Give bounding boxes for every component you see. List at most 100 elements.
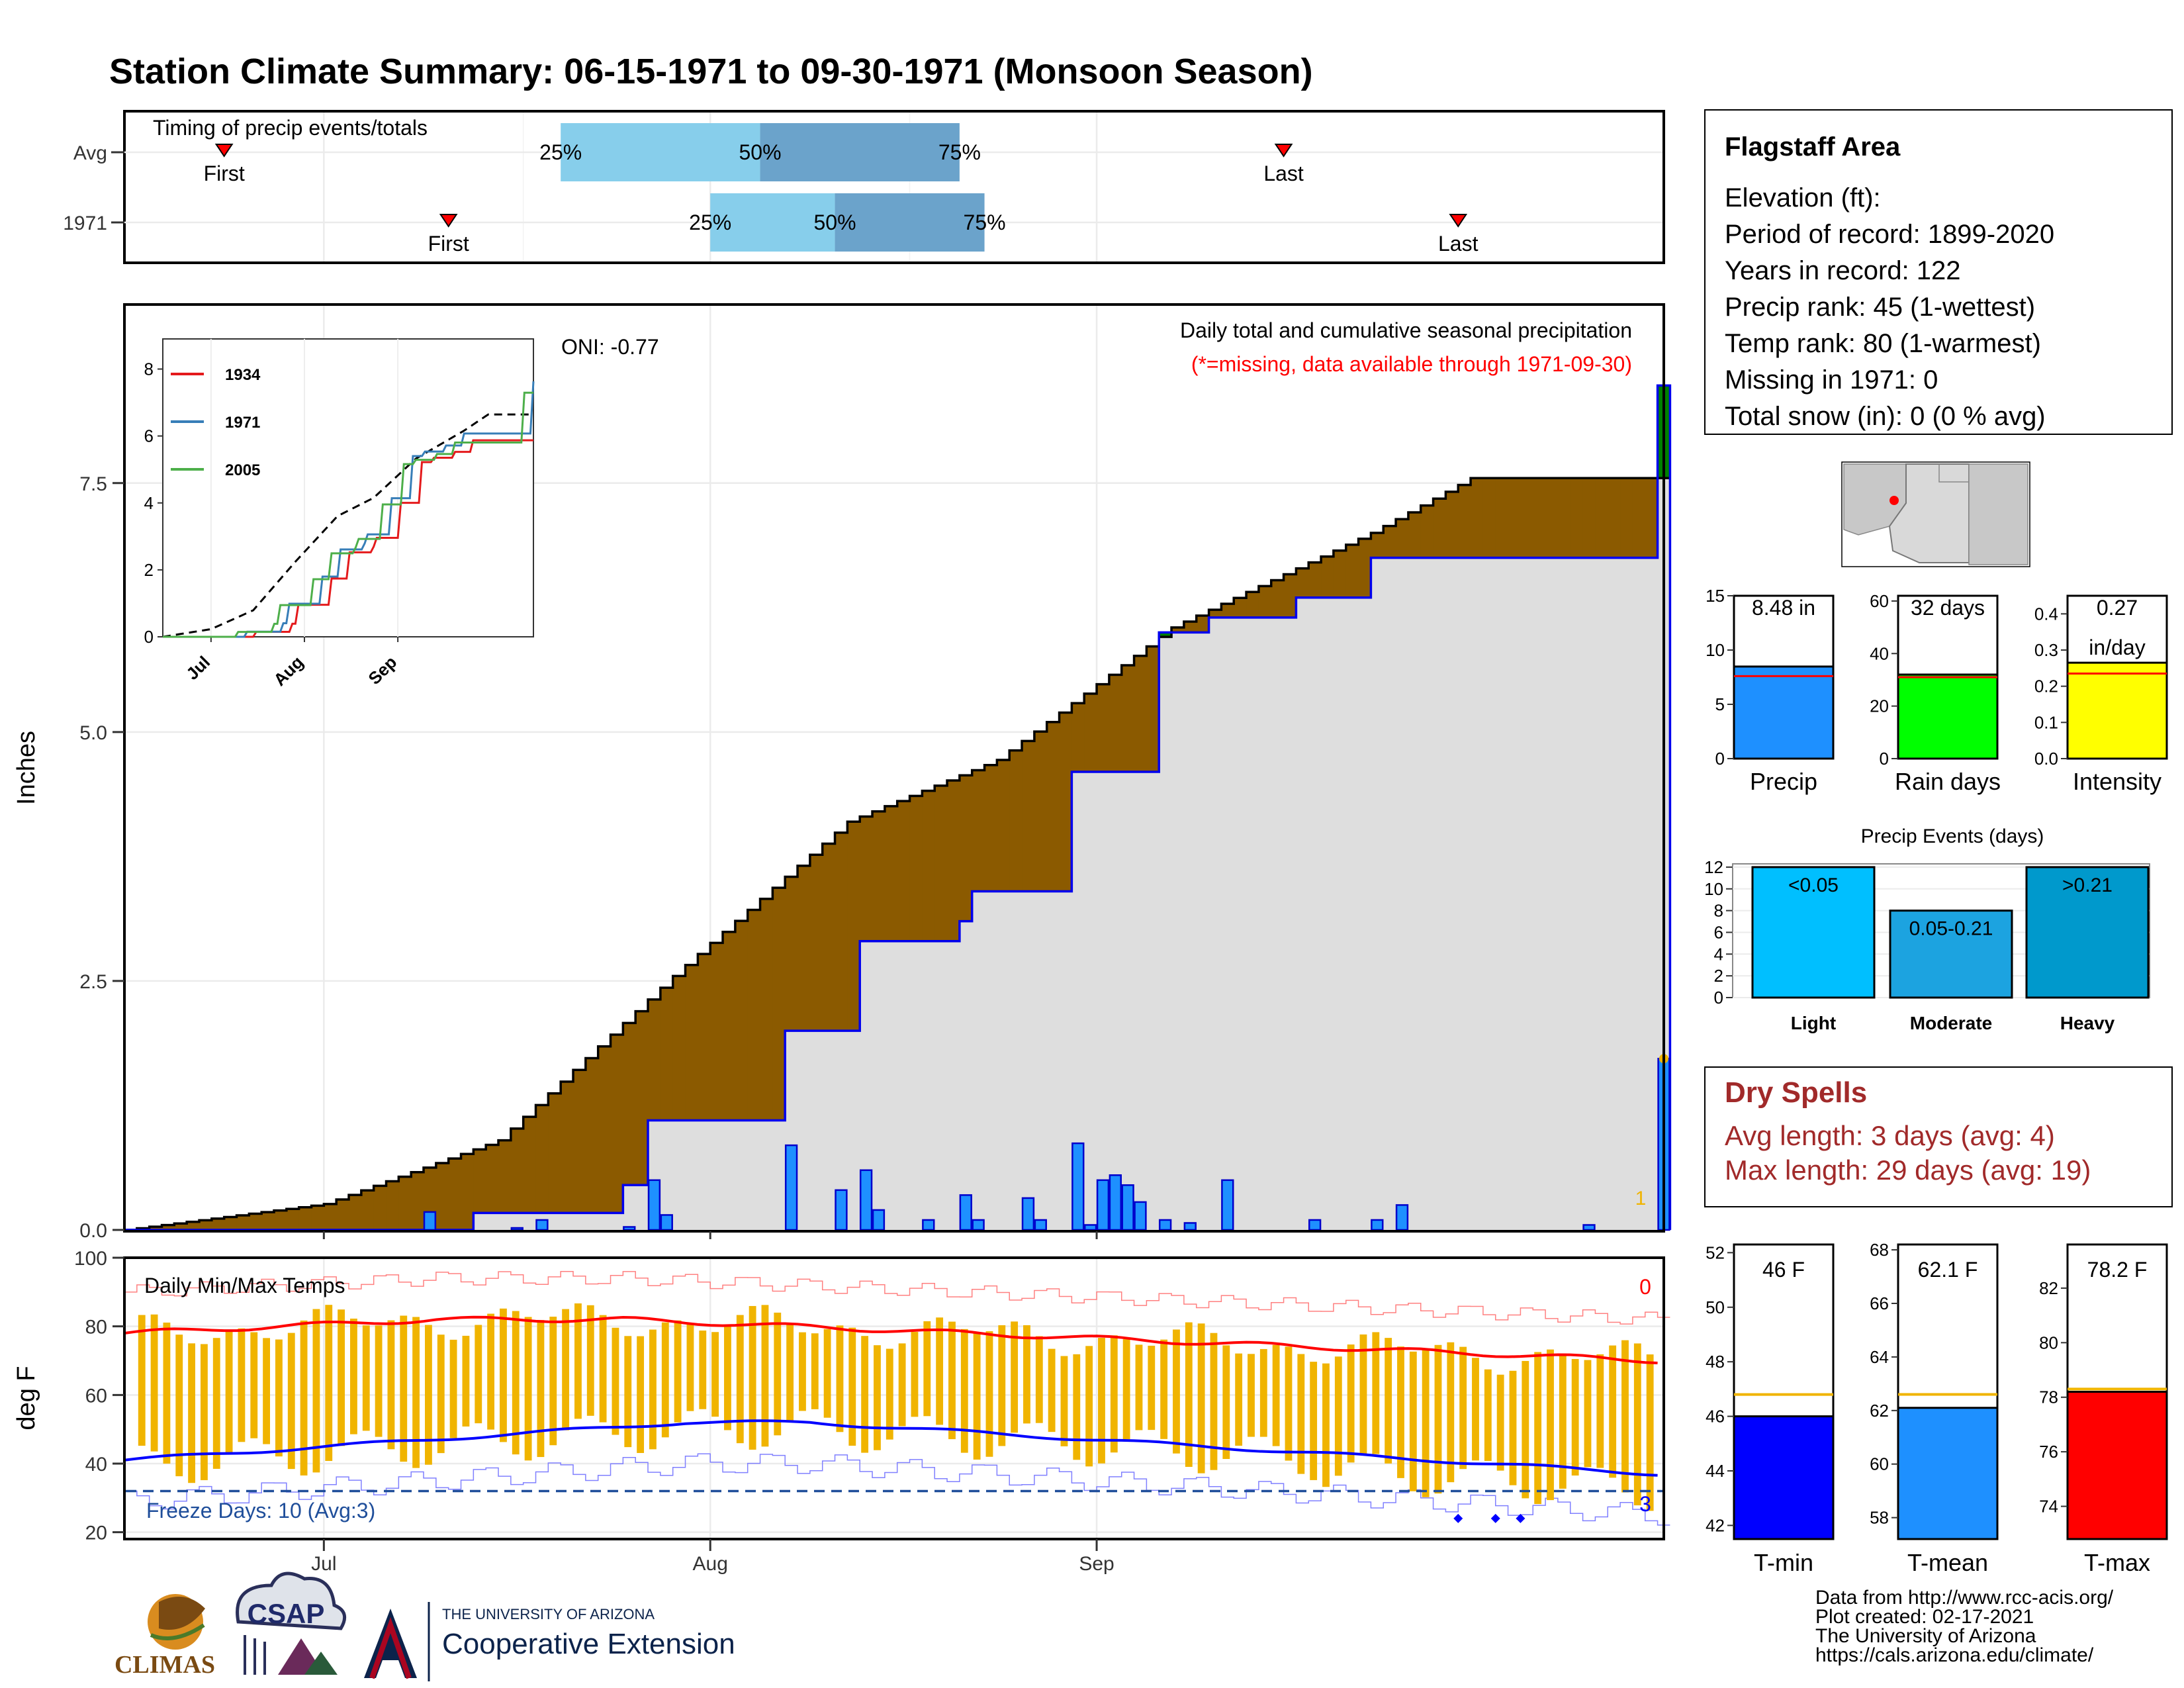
daily-temp-bar — [985, 1331, 993, 1457]
below-average-area — [349, 1195, 362, 1230]
below-average-area — [1482, 478, 1496, 558]
daily-temp-bar — [1197, 1323, 1205, 1474]
summary-value-label: 8.48 in — [1752, 596, 1815, 620]
daily-precip-bar — [1021, 1197, 1035, 1231]
summary-chart-label: Intensity — [2073, 768, 2161, 795]
below-average-area — [860, 816, 873, 941]
daily-temp-bar — [512, 1311, 520, 1455]
daily-precip-bar — [1582, 1224, 1596, 1231]
summary-value-unit: in/day — [2089, 635, 2145, 659]
daily-temp-bar — [1210, 1333, 1218, 1470]
summary-temp-label: T-min — [1754, 1549, 1813, 1576]
daily-temp-bar — [437, 1335, 445, 1454]
below-average-area — [872, 811, 886, 941]
daily-temp-bar — [1098, 1337, 1105, 1464]
summary-temp-y-tick-label: 64 — [1870, 1347, 1889, 1367]
cumulative-average-line — [124, 477, 1670, 1231]
inset-legend-label: 1971 — [225, 414, 260, 432]
below-average-area — [884, 806, 898, 941]
below-average-area — [1632, 478, 1646, 558]
below-average-area — [1570, 478, 1584, 558]
ua-logo-big-text: Cooperative Extension — [442, 1628, 735, 1660]
daily-precip-bar — [510, 1227, 523, 1231]
events-bar-label: Light — [1791, 1013, 1836, 1033]
summary-temp-y-tick-label: 76 — [2039, 1442, 2058, 1462]
events-bar — [1889, 910, 2013, 999]
daily-temp-bar — [637, 1336, 645, 1453]
daily-temp-bar — [250, 1332, 258, 1438]
below-average-area — [187, 1221, 200, 1230]
max-count-label: 0 — [1639, 1275, 1651, 1299]
daily-temp-bar — [1185, 1322, 1193, 1467]
x-tick-label: Jul — [311, 1553, 336, 1575]
daily-temp-bar — [1085, 1346, 1093, 1467]
main-y-tick-label: 0.0 — [79, 1220, 107, 1242]
events-y-tick-label: 0 — [1714, 988, 1723, 1008]
summary-temp-bar — [1897, 1407, 1999, 1540]
daily-temp-bar — [475, 1325, 482, 1424]
below-average-area — [1420, 505, 1434, 558]
daily-temp-bar — [1596, 1354, 1604, 1468]
summary-temp-y-tick-label: 58 — [1870, 1508, 1889, 1528]
timing-quantile-label: 25% — [539, 140, 582, 164]
events-title: Precip Events (days) — [1861, 825, 2044, 847]
daily-temp-bar — [362, 1325, 370, 1431]
below-average-area — [386, 1181, 399, 1230]
below-average-area — [486, 1145, 499, 1213]
daily-precip-bar — [1096, 1179, 1110, 1231]
below-average-area — [236, 1215, 250, 1230]
below-average-area — [698, 954, 711, 1121]
below-average-area — [909, 796, 923, 941]
daily-temp-bar — [1459, 1346, 1467, 1470]
temp-y-tick-label: 80 — [85, 1317, 107, 1338]
below-average-area — [1557, 478, 1571, 558]
below-average-area — [785, 876, 798, 1031]
daily-temp-bar — [811, 1333, 819, 1409]
daily-temp-bar — [537, 1320, 545, 1458]
timing-quantile-label: 50% — [814, 211, 856, 234]
daily-temp-bar — [275, 1339, 283, 1457]
daily-precip-bar — [1083, 1224, 1097, 1231]
daily-temp-bar — [425, 1325, 432, 1465]
inset-legend-label: 2005 — [225, 461, 260, 479]
events-bar-range: <0.05 — [1788, 874, 1839, 896]
daily-temp-bar — [686, 1324, 694, 1411]
timing-event-label: Last — [1438, 232, 1479, 256]
timing-quantile-label: 25% — [689, 211, 731, 234]
daily-temp-bar — [1222, 1345, 1230, 1460]
summary-temp-t-mean: 58 60 62 64 66 68 62.1 F T-mean — [1870, 1240, 1999, 1576]
daily-temp-bar — [586, 1305, 594, 1416]
below-average-area — [286, 1209, 300, 1230]
below-average-area — [1608, 478, 1621, 558]
inset-y-tick-label: 0 — [144, 627, 154, 647]
below-average-area — [797, 865, 811, 1031]
timing-quantile-label: 50% — [739, 140, 782, 164]
below-average-area — [336, 1199, 349, 1230]
average-max-line — [124, 1315, 1658, 1365]
below-average-area — [772, 888, 786, 1121]
below-average-area — [710, 943, 723, 1121]
timing-q1-bar — [710, 193, 835, 252]
daily-temp-bar — [1359, 1334, 1367, 1454]
daily-temp-bar — [1397, 1346, 1404, 1478]
below-average-area — [1258, 586, 1272, 618]
below-average-area — [1595, 478, 1608, 558]
below-average-area — [984, 765, 997, 892]
daily-temp-bar — [998, 1325, 1006, 1446]
timing-row-label: Avg — [73, 142, 107, 164]
events-bar — [1751, 866, 1876, 999]
below-average-area — [997, 759, 1010, 892]
events-bar-label: Moderate — [1910, 1013, 1992, 1033]
below-average-area — [548, 1093, 561, 1213]
below-average-area — [498, 1140, 512, 1213]
below-average-area — [1046, 722, 1060, 892]
events-y-tick-label: 12 — [1704, 857, 1723, 877]
daily-temp-bar — [1011, 1321, 1019, 1433]
below-average-area — [1333, 550, 1347, 598]
daily-precip-bar — [1034, 1219, 1047, 1231]
summary-chart-precip: 0 5 10 15 8.48 in Precip — [1706, 586, 1835, 795]
below-average-area — [747, 910, 761, 1121]
daily-temp-bar — [1272, 1344, 1280, 1446]
